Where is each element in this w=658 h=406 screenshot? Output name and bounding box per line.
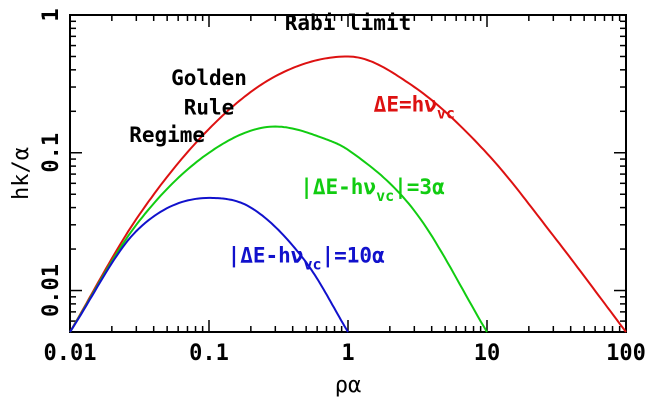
x-tick-label: 100 — [606, 341, 646, 366]
y-tick-label: 1 — [39, 8, 64, 21]
plot-frame — [69, 14, 627, 333]
annotation-7: |ΔE-hνvc|=10α — [228, 243, 385, 273]
annotation-6: |ΔE-hνvc|=3α — [300, 175, 445, 205]
annotation-2: Golden — [171, 66, 247, 90]
axis-ticks — [69, 14, 626, 333]
x-tick-label: 0.1 — [189, 341, 229, 366]
series-line-2 — [69, 125, 488, 333]
series-line-1 — [69, 55, 627, 333]
x-tick-label: 10 — [474, 341, 501, 366]
y-tick-label: 0.01 — [39, 264, 64, 317]
plot-border — [69, 14, 627, 333]
x-tick-label: 0.01 — [44, 341, 97, 366]
series-lines — [69, 55, 627, 333]
annotations: Rabi limit Golden Rule Regime ΔE=hνvc |ΔE-hνv… — [129, 11, 455, 274]
series-line-3 — [69, 196, 349, 333]
annotation-1: Rabi limit — [285, 11, 411, 35]
annotation-3: Rule — [184, 95, 235, 119]
annotation-4: Regime — [129, 123, 205, 147]
x-axis-label: ρα — [335, 373, 362, 398]
tick-labels: 0.01 0.1 1 10 100 0.01 0.1 1 — [39, 8, 646, 366]
y-tick-label: 0.1 — [39, 133, 64, 173]
annotation-5: ΔE=hνvc — [374, 92, 455, 122]
x-tick-label: 1 — [341, 341, 354, 366]
y-axis-label: hk/α — [9, 147, 34, 200]
